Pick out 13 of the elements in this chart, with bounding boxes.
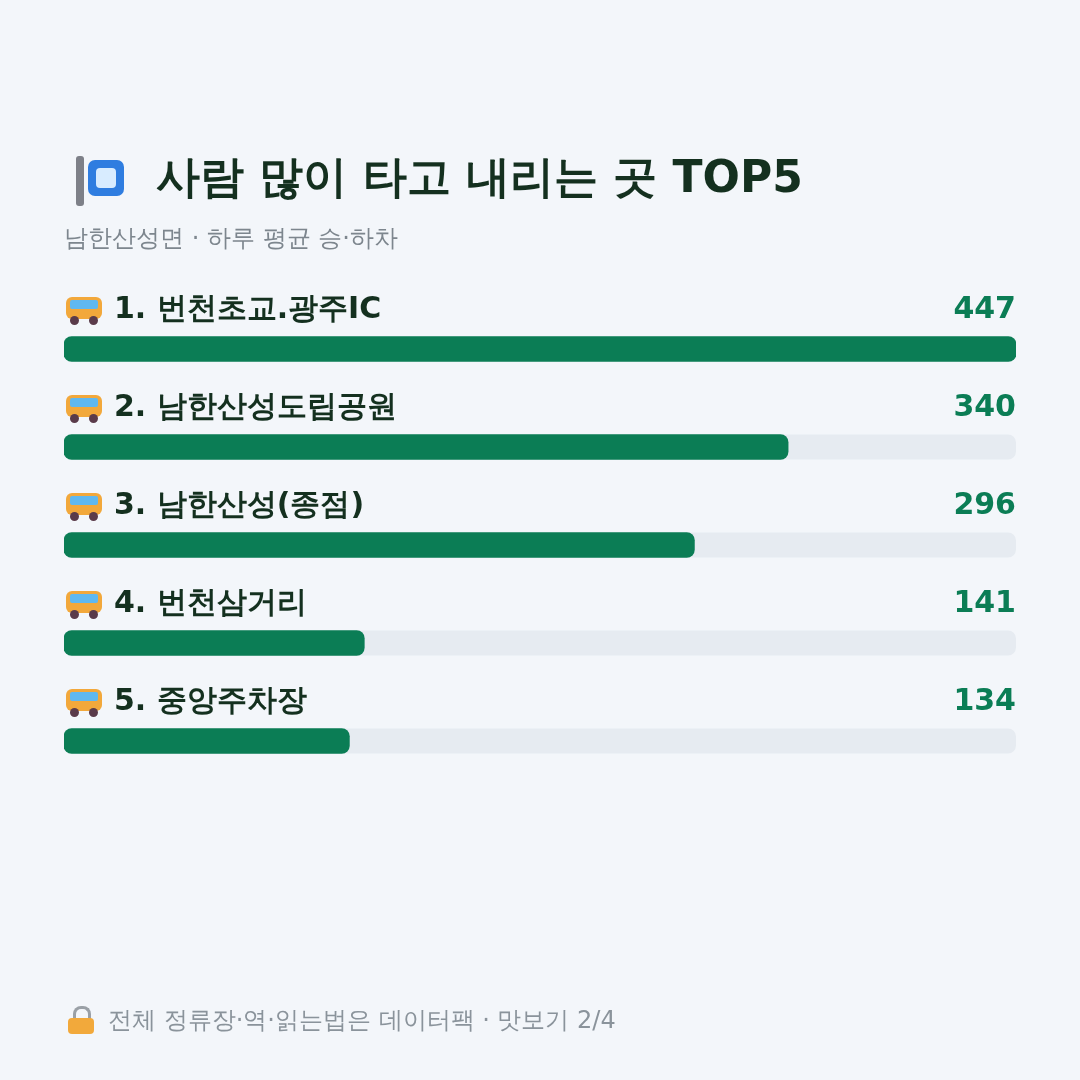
data-label: 447 bbox=[953, 289, 1016, 325]
data-label: 340 bbox=[953, 387, 1016, 423]
chart-subtitle: 남한산성면 · 하루 평균 승·하차 bbox=[64, 223, 398, 254]
y-tick-label: 5. 중앙주차장 bbox=[114, 681, 307, 717]
chart-title: 사람 많이 타고 내리는 곳 TOP5 bbox=[156, 150, 803, 204]
data-label: 141 bbox=[953, 583, 1016, 619]
data-label: 134 bbox=[953, 681, 1016, 717]
text: 전체 정류장·역·읽는법은 데이터팩 · 맛보기 2/4 bbox=[108, 1005, 616, 1036]
y-tick-label: 3. 남한산성(종점) bbox=[114, 485, 365, 521]
data-label: 296 bbox=[953, 485, 1016, 521]
y-tick-label: 2. 남한산성도립공원 bbox=[114, 387, 397, 423]
y-tick-label: 1. 번천초교.광주IC bbox=[114, 289, 382, 325]
y-tick-label: 4. 번천삼거리 bbox=[114, 583, 307, 619]
